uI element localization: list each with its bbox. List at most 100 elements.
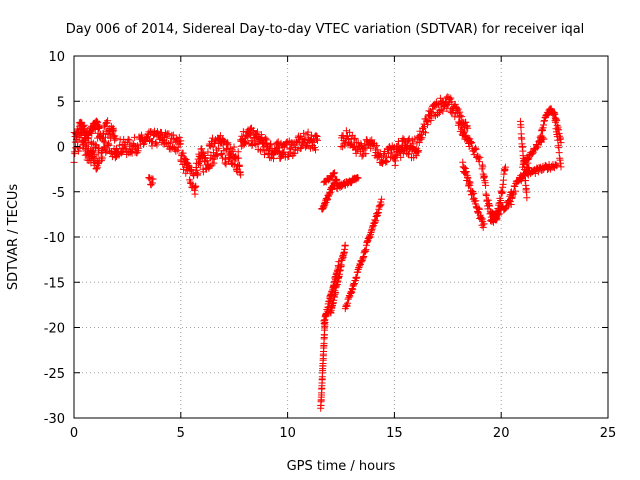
data-point [236,161,244,169]
x-tick-label: 15 [386,426,403,441]
data-point [91,125,99,133]
data-point [92,141,100,149]
data-point [179,165,187,173]
data-point [551,109,559,117]
data-point [508,194,516,202]
data-point [471,144,479,152]
data-point [389,144,397,152]
data-point [213,151,221,159]
data-point [131,133,139,141]
data-point [358,152,366,160]
data-point [399,134,407,142]
data-point [374,146,382,154]
data-point [98,155,106,163]
data-point [447,94,455,102]
x-axis-ticks: 0 5 10 15 20 25 [70,56,616,441]
data-point [217,150,225,158]
data-point [430,111,438,119]
data-point [413,147,421,155]
x-tick-label: 0 [70,426,78,441]
data-point [525,154,533,162]
data-point [511,182,519,190]
data-point [147,180,155,188]
data-point [198,145,206,153]
data-point [475,158,483,166]
data-point [177,137,185,145]
data-point [94,129,102,137]
data-point [350,135,358,143]
data-point [504,198,512,206]
data-point [553,162,561,170]
data-point [94,118,102,126]
data-point [384,149,392,157]
data-point [464,174,472,182]
data-point [148,179,156,187]
data-point [392,157,400,165]
data-point [147,181,155,189]
data-point [382,153,390,161]
data-point [97,157,105,165]
y-tick-label: -10 [44,231,65,246]
data-point [133,149,141,157]
data-points [70,93,565,412]
data-point [125,136,133,144]
data-point [96,123,104,131]
data-point [93,165,101,173]
data-point [330,170,338,178]
data-point [460,129,468,137]
data-point [71,150,79,158]
data-point [454,105,462,113]
data-point [112,134,120,142]
data-point [135,144,143,152]
data-point [354,174,362,182]
data-point [242,138,250,146]
data-point [343,132,351,140]
y-axis-ticks: 10 5 0 -5 -10 -15 -20 -25 -30 [44,50,608,427]
data-point [166,139,174,147]
data-point [462,167,470,175]
y-tick-label: -5 [52,186,65,201]
x-axis-label: GPS time / hours [287,459,396,474]
data-point [194,170,202,178]
data-point [300,129,308,137]
grid-lines [74,56,608,418]
data-point [101,145,109,153]
data-point [456,111,464,119]
data-point [99,137,107,145]
data-point [427,116,435,124]
data-point [354,174,362,182]
data-point [191,190,199,198]
data-point [541,161,549,169]
data-point [415,139,423,147]
data-point [328,173,336,181]
data-point [182,155,190,163]
data-point [467,139,475,147]
data-point [105,141,113,149]
data-point [457,121,465,129]
data-point [415,147,423,155]
data-point [104,117,112,125]
y-tick-label: 10 [48,50,65,65]
data-point [108,125,116,133]
data-point [285,152,293,160]
data-point [534,168,542,176]
data-point [237,171,245,179]
y-tick-label: -25 [44,367,65,382]
y-axis-label: SDTVAR / TECUs [6,184,21,291]
data-point [552,118,560,126]
data-point [557,163,565,171]
data-point [192,182,200,190]
x-tick-label: 10 [279,426,296,441]
data-point [261,151,269,159]
data-point [75,147,83,155]
data-point [230,143,238,151]
data-point [362,150,370,158]
data-point [204,148,212,156]
data-point [552,161,560,169]
data-point [235,154,243,162]
data-point [312,146,320,154]
data-point [421,129,429,137]
chart-title: Day 006 of 2014, Sidereal Day-to-day VTE… [66,22,585,37]
data-point [509,192,517,200]
data-point [479,163,487,171]
